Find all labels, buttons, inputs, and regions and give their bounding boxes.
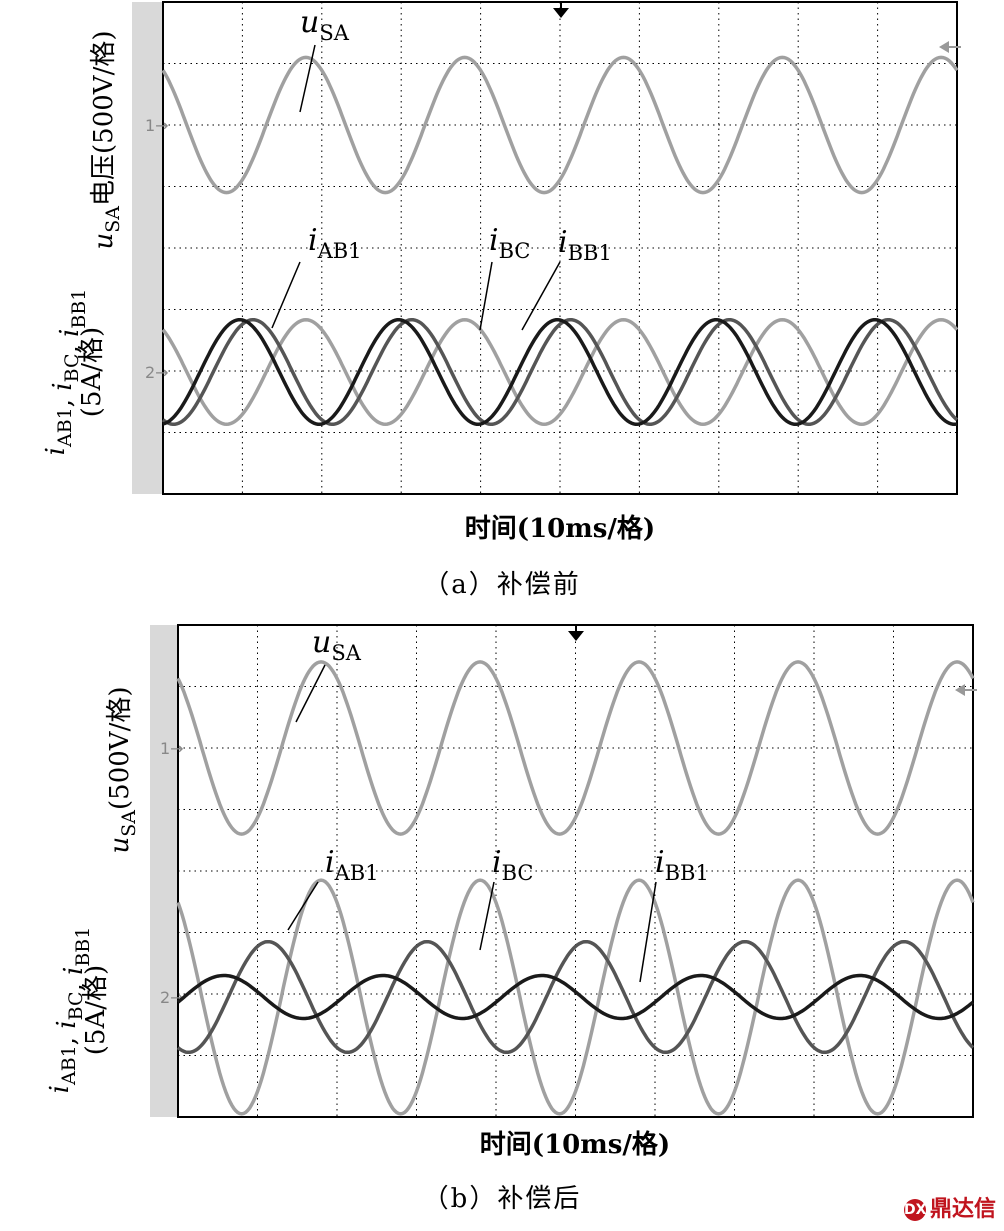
y-axis-label-upper: uSA(500V/格)	[105, 687, 140, 854]
scope-left-strip	[150, 625, 178, 1117]
x-axis-label-a: 时间(10ms/格)	[464, 514, 656, 544]
watermark-logo-icon: DX	[903, 1199, 926, 1221]
series-line-u-sa	[161, 55, 959, 195]
leader-line	[639, 881, 657, 983]
channel-marker-1: 1→	[145, 116, 169, 135]
caption-a: （a）补偿前	[423, 570, 581, 600]
caption-b: （b）补偿后	[422, 1184, 582, 1214]
series-label-i-ab1: iAB1	[325, 845, 379, 885]
watermark: DX 鼎达信	[903, 1191, 996, 1223]
trigger-position-icon	[568, 625, 584, 641]
series-label-i-ab1: iAB1	[308, 223, 362, 263]
trigger-level-icon	[955, 684, 977, 696]
leader-line	[271, 261, 301, 329]
chart-panel-b: 1→ 2→ uSA iAB1 iBC iBB1 uSA(500V/格) iAB1, iBC, …	[45, 624, 977, 1118]
series-line-i-bc	[161, 317, 959, 427]
series-line-i-bb1	[162, 317, 958, 427]
trigger-position-icon	[553, 2, 569, 18]
series-label-u-sa: uSA	[300, 5, 350, 45]
channel-marker-2: 2→	[145, 363, 169, 382]
channel-marker-2: 2→	[160, 988, 184, 1007]
series-line-i-ab1	[176, 878, 975, 1116]
y-axis-label-upper: uSA电压(500V/格)	[89, 31, 124, 250]
trigger-level-icon	[939, 41, 961, 53]
leader-line	[299, 44, 316, 113]
series-line-u-sa	[176, 660, 975, 836]
series-label-i-bc: iBC	[492, 845, 534, 885]
leader-line	[295, 664, 326, 723]
leader-line	[479, 881, 495, 951]
channel-marker-1: 1→	[160, 739, 184, 758]
x-axis-label-b: 时间(10ms/格)	[479, 1130, 671, 1160]
series-label-i-bb1: iBB1	[655, 845, 709, 885]
y-axis-label-lower-series: iAB1, iBC, iBB1	[41, 289, 90, 456]
y-axis-label-lower-series: iAB1, iBC, iBB1	[45, 927, 94, 1094]
y-axis-label-lower-unit: (5A/格)	[77, 327, 107, 417]
watermark-text: 鼎达信	[929, 1197, 996, 1222]
series-label-u-sa: uSA	[312, 625, 362, 665]
series-line-i-bb1	[176, 973, 975, 1021]
scope-left-strip	[132, 2, 163, 494]
chart-panel-a: 1→ 2→ uSA iAB1 iBC iBB1 uSA电压(500V/格) iAB1, iBC…	[41, 1, 961, 495]
series-line-i-bc	[176, 939, 975, 1055]
series-line-i-ab1	[161, 317, 959, 427]
leader-line	[521, 261, 561, 331]
leader-line	[287, 881, 319, 931]
y-axis-label-lower-unit: (5A/格)	[81, 965, 111, 1055]
series-label-i-bc: iBC	[489, 223, 531, 263]
leader-line	[479, 261, 493, 331]
series-label-i-bb1: iBB1	[558, 225, 612, 265]
